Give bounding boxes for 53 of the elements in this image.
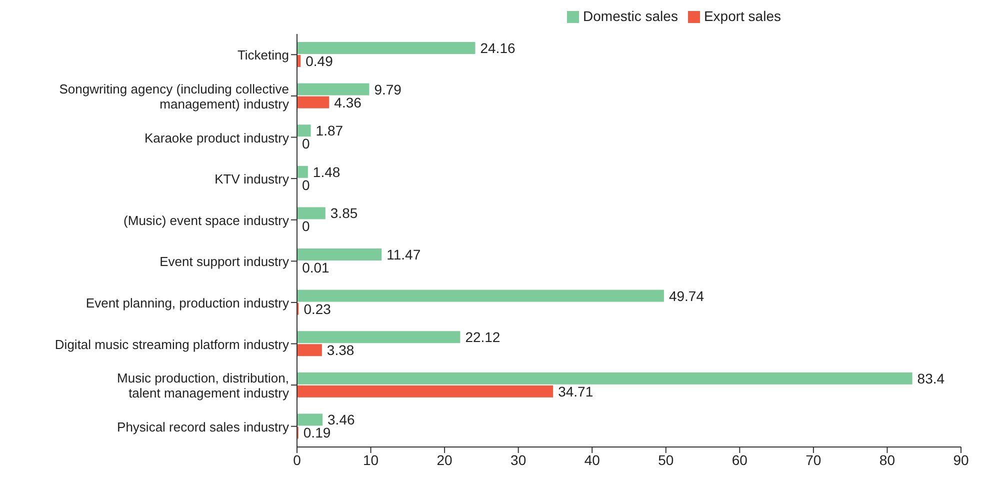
data-label: 0 (302, 136, 310, 152)
y-tick-label: (Music) event space industry (124, 212, 290, 228)
data-label: 22.12 (465, 329, 500, 346)
data-label: 49.74 (668, 288, 704, 304)
bar (297, 166, 308, 178)
legend-label: Export sales (704, 8, 781, 24)
data-label: 3.38 (326, 342, 354, 358)
data-label: 24.16 (480, 40, 516, 56)
data-label: 0.23 (304, 300, 332, 317)
y-tick-label: Music production, distribution, talent management industry (117, 370, 290, 400)
x-tick-label: 10 (362, 452, 379, 468)
y-tick-label: Event planning, production industry (86, 294, 290, 310)
x-tick-label: 60 (732, 452, 748, 468)
data-label: 11.47 (386, 246, 421, 262)
y-tick-label: Digital music streaming platform industry (54, 336, 290, 352)
y-tick-label: KTV industry (214, 171, 290, 186)
bar (297, 414, 323, 426)
bar (297, 290, 664, 302)
x-tick-label: 70 (806, 452, 822, 468)
bar (297, 372, 912, 384)
bar (297, 385, 554, 398)
data-label: 0.49 (306, 53, 334, 69)
bar (297, 344, 322, 356)
data-label: 1.87 (316, 122, 344, 139)
y-tick-label: Songwriting agency (including collective management) industry (59, 80, 290, 111)
x-tick-label: 50 (658, 452, 674, 468)
bar (297, 248, 382, 260)
y-tick-label: Event support industry (160, 254, 290, 269)
x-tick-label: 20 (436, 452, 453, 468)
data-label: 0 (302, 176, 310, 193)
bar (297, 42, 476, 54)
data-label: 83.4 (917, 370, 945, 386)
x-tick-label: 0 (293, 452, 302, 468)
y-tick-label: Physical record sales industry (117, 418, 290, 434)
bar (297, 83, 370, 96)
x-tick-label: 90 (953, 452, 969, 468)
x-tick-label: 40 (584, 452, 600, 468)
bar (297, 96, 330, 108)
legend-label: Domestic sales (583, 8, 678, 24)
data-label: 9.79 (374, 81, 402, 98)
y-tick-label: Karaoke product industry (144, 130, 290, 145)
x-tick-label: 80 (879, 452, 896, 468)
data-label: 1.48 (312, 164, 340, 180)
data-label: 0 (302, 218, 310, 234)
data-label: 34.71 (558, 383, 594, 400)
bar (297, 331, 460, 344)
y-tick-label: Ticketing (237, 47, 289, 62)
data-label: 0.01 (302, 260, 330, 276)
bar (297, 207, 326, 220)
bar (297, 124, 311, 137)
x-tick-label: 30 (510, 452, 526, 468)
data-label: 4.36 (334, 94, 362, 110)
data-label: 3.85 (330, 205, 358, 222)
